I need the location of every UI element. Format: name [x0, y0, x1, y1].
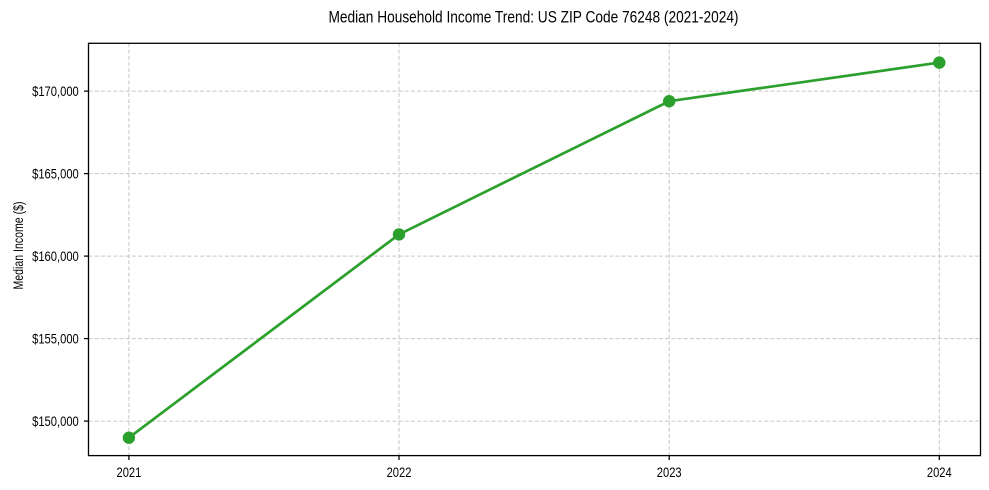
svg-text:$165,000: $165,000 [32, 166, 79, 182]
svg-text:Median Income ($): Median Income ($) [10, 202, 26, 290]
svg-text:Median Household Income Trend:: Median Household Income Trend: US ZIP Co… [329, 8, 739, 26]
svg-text:2023: 2023 [657, 464, 682, 480]
svg-text:$155,000: $155,000 [32, 331, 79, 347]
svg-text:2024: 2024 [927, 464, 952, 480]
svg-text:$160,000: $160,000 [32, 248, 79, 264]
svg-text:$150,000: $150,000 [32, 413, 79, 429]
svg-text:2021: 2021 [117, 464, 142, 480]
svg-text:2022: 2022 [387, 464, 412, 480]
svg-text:$170,000: $170,000 [32, 83, 79, 99]
